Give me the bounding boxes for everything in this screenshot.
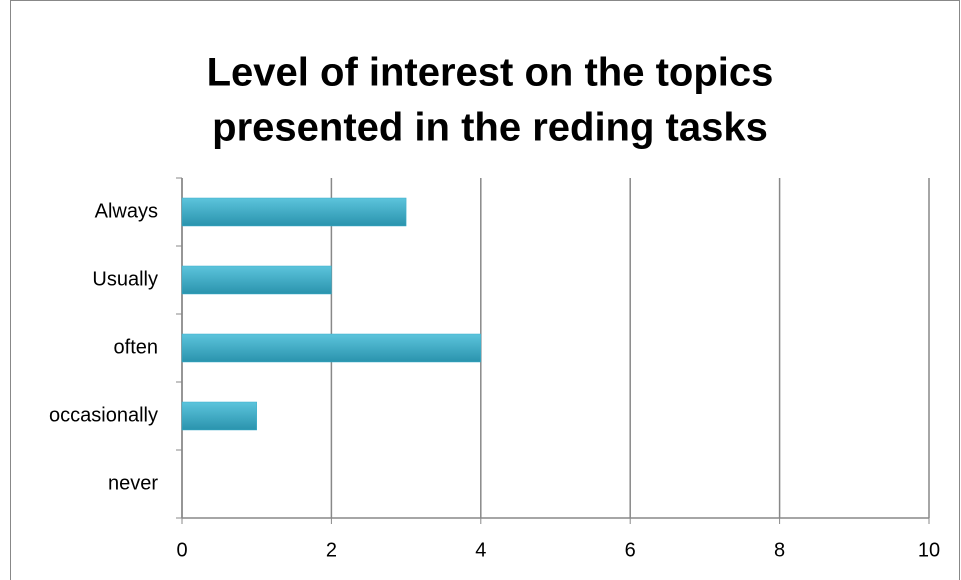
x-tick-label: 0 xyxy=(176,539,187,561)
chart-frame xyxy=(10,0,960,580)
bar xyxy=(181,401,257,431)
x-tick-label: 6 xyxy=(625,539,636,561)
bar xyxy=(181,265,332,295)
bar xyxy=(181,197,407,227)
chart-title: Level of interest on the topics xyxy=(207,51,774,95)
y-tick-label: Always xyxy=(95,200,158,222)
x-tick-label: 4 xyxy=(475,539,486,561)
y-tick-label: often xyxy=(114,336,158,358)
x-tick-label: 10 xyxy=(918,539,940,561)
x-tick-label: 2 xyxy=(326,539,337,561)
y-tick-label: occasionally xyxy=(49,404,158,426)
chart-title: presented in the reding tasks xyxy=(212,106,768,150)
y-tick-label: never xyxy=(108,472,158,494)
bar xyxy=(181,333,482,363)
y-tick-label: Usually xyxy=(92,268,158,290)
x-tick-label: 8 xyxy=(774,539,785,561)
